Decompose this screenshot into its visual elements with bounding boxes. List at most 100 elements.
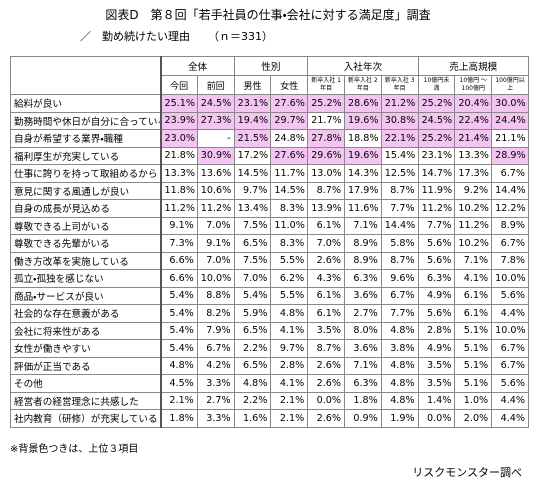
value-cell: 7.8% (491, 251, 529, 270)
value-cell: 3.6% (343, 286, 382, 305)
column-header: 女性 (270, 75, 309, 95)
value-cell: 5.6% (417, 234, 456, 253)
table-body: 給料が良い 25.1% 24.5% 23.1% 27.6% 25.2% 28.6% 21.2%… (10, 94, 529, 428)
highlighted-cell: 19.6% (343, 111, 382, 130)
value-cell: 4.1% (454, 269, 493, 288)
highlighted-cell: 27.8% (307, 129, 345, 148)
value-cell: 2.6% (307, 251, 345, 270)
value-cell: 3.5% (417, 374, 456, 393)
highlighted-cell: 22.1% (380, 129, 419, 148)
value-cell: 6.1% (307, 304, 345, 323)
data-row: 自身の成長が見込める 11.2% 11.2% 13.4% 8.3% 13.9% 11.6% 7… (10, 199, 529, 218)
value-cell: 8.7% (307, 339, 345, 358)
value-cell: 6.6% (160, 269, 198, 288)
value-cell: 11.2% (454, 216, 493, 235)
value-cell: 6.3% (417, 269, 456, 288)
data-row: 尊敬できる上司がいる 9.1% 7.0% 7.5% 11.0% 6.1% 7.1% 14.4%… (10, 216, 529, 235)
group-header: 売上高規模 (417, 56, 530, 76)
value-cell: 13.3% (454, 146, 493, 165)
value-cell: 4.5% (160, 374, 198, 393)
value-cell: 17.2% (233, 146, 272, 165)
value-cell: 9.7% (270, 339, 309, 358)
value-cell: 2.1% (270, 391, 309, 410)
value-cell: 3.8% (380, 339, 419, 358)
value-cell: 0.9% (343, 409, 382, 428)
value-cell: 2.7% (196, 391, 235, 410)
value-cell: 1.9% (380, 409, 419, 428)
highlighted-cell: 23.9% (160, 111, 198, 130)
highlighted-cell: 25.1% (160, 94, 198, 113)
value-cell: 6.3% (343, 269, 382, 288)
highlighted-cell: 24.5% (417, 111, 456, 130)
value-cell: 2.6% (307, 356, 345, 375)
value-cell: 2.7% (343, 304, 382, 323)
value-cell: 18.8% (343, 129, 382, 148)
value-cell: 5.1% (454, 356, 493, 375)
value-cell: 1.8% (160, 409, 198, 428)
value-cell: 11.2% (196, 199, 235, 218)
value-cell: 5.6% (491, 286, 529, 305)
group-header: 入社年次 (307, 56, 419, 76)
footnote: ※背景色つきは、上位３項目 (10, 444, 139, 455)
value-cell: 7.0% (196, 216, 235, 235)
value-cell: 5.1% (454, 321, 493, 340)
value-cell: 7.9% (196, 321, 235, 340)
row-label: 仕事に誇りを持って取組めるから (10, 164, 162, 183)
highlighted-cell: 21.4% (454, 129, 493, 148)
highlighted-cell: 24.5% (196, 94, 235, 113)
data-row: 会社に将来性がある 5.4% 7.9% 6.5% 4.1% 3.5% 8.0% 4.8% 2.8… (10, 321, 529, 340)
header-row: 今回 前回 男性 女性 新卒入社 1年目 新卒入社 2年目 新卒入社 3年目 10億円未満 10… (11, 75, 529, 95)
value-cell: 8.2% (196, 304, 235, 323)
value-cell: 10.0% (196, 269, 235, 288)
value-cell: 6.7% (196, 339, 235, 358)
value-cell: 13.3% (160, 164, 198, 183)
data-row: 社内教育（研修）が充実している 1.8% 3.3% 1.6% 2.1% 2.6% 0.9% 1… (10, 409, 529, 428)
value-cell: 12.2% (491, 199, 529, 218)
row-label: 社会的な存在意義がある (10, 304, 162, 323)
value-cell: 4.8% (233, 374, 272, 393)
highlighted-cell: 24.4% (491, 111, 529, 130)
column-header: 10億円未満 (417, 75, 456, 95)
row-label: 給料が良い (10, 94, 162, 113)
value-cell: 2.0% (454, 409, 493, 428)
value-cell: 2.2% (233, 391, 272, 410)
value-cell: 5.4% (160, 339, 198, 358)
value-cell: 13.9% (307, 199, 345, 218)
value-cell: 8.7% (380, 181, 419, 200)
value-cell: 6.7% (380, 286, 419, 305)
value-cell: 4.8% (160, 356, 198, 375)
value-cell: 23.1% (417, 146, 456, 165)
value-cell: 0.0% (417, 409, 456, 428)
row-label: 社内教育（研修）が充実している (10, 409, 162, 428)
value-cell: 9.7% (233, 181, 272, 200)
value-cell: 4.8% (380, 356, 419, 375)
highlighted-cell: 28.9% (491, 146, 529, 165)
value-cell: 5.4% (160, 286, 198, 305)
value-cell: 6.7% (491, 234, 529, 253)
column-header: 新卒入社 3年目 (380, 75, 419, 95)
value-cell: 6.5% (233, 321, 272, 340)
value-cell: 6.1% (454, 286, 493, 305)
value-cell: 4.8% (380, 374, 419, 393)
sample-size: （ｎ＝331） (208, 30, 273, 43)
value-cell: 8.3% (270, 199, 309, 218)
value-cell: 6.7% (491, 164, 529, 183)
row-label: 自身の成長が見込める (10, 199, 162, 218)
row-label: その他 (10, 374, 162, 393)
corner-cell (10, 56, 162, 95)
value-cell: 5.6% (417, 304, 456, 323)
value-cell: 11.9% (417, 181, 456, 200)
column-header: 前回 (196, 75, 235, 95)
value-cell: 0.0% (307, 391, 345, 410)
highlighted-cell: 27.3% (196, 111, 235, 130)
value-cell: 6.5% (233, 234, 272, 253)
value-cell: 4.8% (270, 304, 309, 323)
data-row: 社会的な存在意義がある 5.4% 8.2% 5.9% 4.8% 6.1% 2.7% 7.7% 5… (10, 304, 529, 323)
value-cell: 4.8% (380, 391, 419, 410)
value-cell: 7.0% (307, 234, 345, 253)
value-cell: 1.0% (454, 391, 493, 410)
value-cell: 10.2% (454, 234, 493, 253)
value-cell: 4.1% (270, 321, 309, 340)
value-cell: 15.4% (380, 146, 419, 165)
